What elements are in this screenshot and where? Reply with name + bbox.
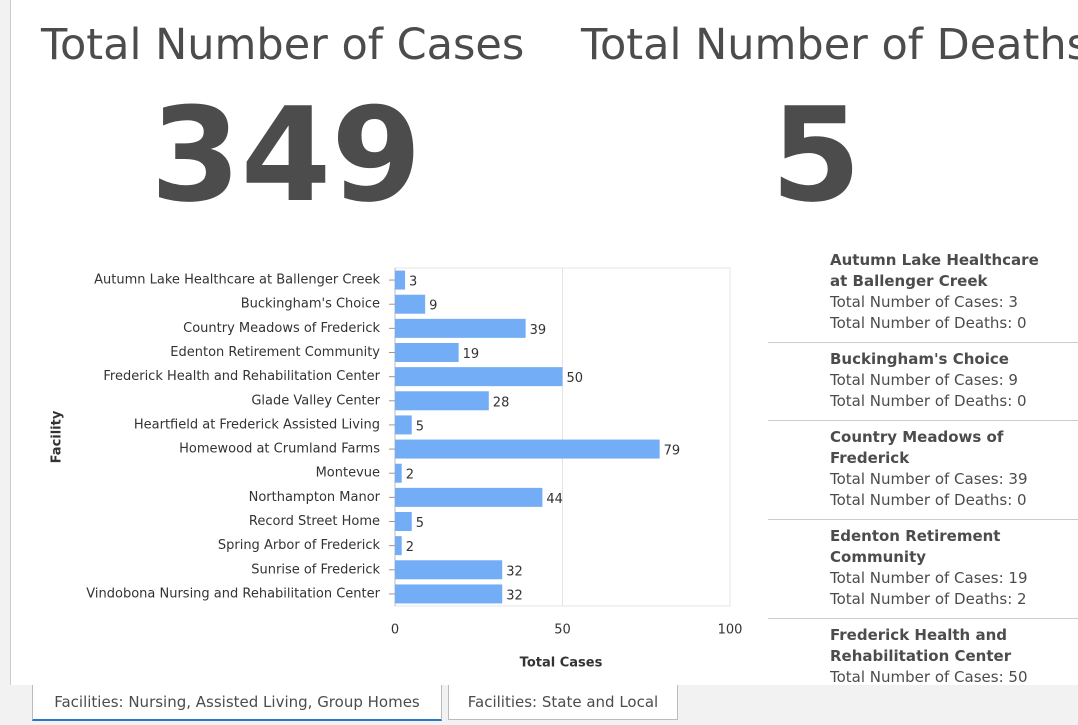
- facility-name: Edenton Retirement Community: [830, 527, 1001, 566]
- y-tick-label: Buckingham's Choice: [241, 297, 380, 312]
- facility-list: Autumn Lake Healthcare at Ballenger Cree…: [768, 244, 1078, 685]
- y-tick-label: Spring Arbor of Frederick: [218, 538, 381, 553]
- cases-text: Total Number of Cases: 9: [830, 371, 1018, 389]
- cases-text: Total Number of Cases: 19: [830, 569, 1028, 587]
- data-label: 19: [463, 347, 480, 362]
- y-tick-label: Homewood at Crumland Farms: [179, 442, 380, 457]
- dashboard-panel: Total Number of Cases 349 Total Number o…: [10, 0, 1078, 685]
- bar: [395, 294, 426, 314]
- data-label: 28: [493, 395, 510, 410]
- bar: [395, 463, 402, 483]
- indicator-value: 349: [150, 79, 422, 231]
- list-item[interactable]: Autumn Lake Healthcare at Ballenger Cree…: [768, 244, 1078, 343]
- x-axis-title: Total Cases: [520, 656, 603, 671]
- data-label: 2: [406, 468, 414, 483]
- bar: [395, 560, 503, 580]
- deaths-text: Total Number of Deaths: 0: [830, 392, 1027, 410]
- indicator-title: Total Number of Cases: [41, 20, 525, 70]
- facility-name: Country Meadows of Frederick: [830, 428, 1004, 467]
- bar: [395, 318, 526, 338]
- y-tick-label: Country Meadows of Frederick: [183, 321, 380, 336]
- list-item[interactable]: Country Meadows of Frederick Total Number…: [768, 421, 1078, 520]
- y-tick-label: Montevue: [316, 466, 380, 481]
- y-tick-label: Frederick Health and Rehabilitation Cent…: [103, 369, 380, 384]
- data-label: 44: [546, 492, 563, 507]
- bar: [395, 487, 543, 507]
- deaths-text: Total Number of Deaths: 0: [830, 314, 1027, 332]
- y-tick-label: Edenton Retirement Community: [170, 345, 380, 360]
- data-label: 3: [409, 275, 417, 290]
- deaths-text: Total Number of Deaths: 0: [830, 491, 1027, 509]
- tab[interactable]: Facilities: Nursing, Assisted Living, Gr…: [32, 685, 442, 721]
- data-label: 79: [664, 444, 681, 459]
- x-tick-label: 100: [718, 623, 743, 638]
- deaths-text: Total Number of Deaths: 2: [830, 590, 1027, 608]
- bar: [395, 343, 459, 362]
- list-item[interactable]: Frederick Health and Rehabilitation Cent…: [768, 619, 1078, 685]
- bar: [395, 512, 412, 531]
- cases-text: Total Number of Cases: 50: [830, 668, 1028, 685]
- data-label: 32: [506, 588, 523, 603]
- y-tick-label: Glade Valley Center: [251, 393, 380, 408]
- data-label: 9: [429, 299, 437, 314]
- bar: [395, 415, 412, 435]
- bar: [395, 536, 402, 556]
- data-label: 2: [406, 540, 414, 555]
- facility-name: Buckingham's Choice: [830, 350, 1009, 368]
- bar-chart: Total Cases Facility 0 50 100 Autumn Lake H…: [50, 267, 743, 671]
- bar: [395, 439, 660, 459]
- cases-text: Total Number of Cases: 39: [830, 470, 1028, 488]
- bar: [395, 367, 563, 387]
- facility-name: Frederick Health and Rehabilitation Cent…: [830, 626, 1012, 665]
- y-tick-label: Sunrise of Frederick: [251, 562, 380, 577]
- bar: [395, 391, 489, 411]
- data-label: 5: [416, 516, 424, 531]
- x-tick-label: 50: [554, 623, 571, 638]
- list-item[interactable]: Edenton Retirement Community Total Number…: [768, 520, 1078, 619]
- tab-bar: Facilities: Nursing, Assisted Living, Gr…: [0, 685, 1078, 725]
- indicator-value: 5: [770, 79, 862, 231]
- data-label: 5: [416, 419, 424, 434]
- data-label: 32: [506, 564, 523, 579]
- y-tick-label: Vindobona Nursing and Rehabilitation Cen…: [86, 586, 380, 601]
- y-axis-title: Facility: [50, 410, 65, 463]
- y-tick-label: Record Street Home: [249, 514, 380, 529]
- y-tick-label: Northampton Manor: [249, 490, 381, 505]
- cases-text: Total Number of Cases: 3: [830, 293, 1018, 311]
- data-label: 39: [530, 323, 547, 338]
- bar: [395, 584, 503, 604]
- data-label: 50: [567, 371, 584, 386]
- bar: [395, 270, 406, 290]
- y-tick-label: Heartfield at Frederick Assisted Living: [134, 417, 380, 432]
- y-tick-label: Autumn Lake Healthcare at Ballenger Cree…: [94, 273, 380, 288]
- list-item[interactable]: Buckingham's Choice Total Number of Cases…: [768, 343, 1078, 421]
- tab[interactable]: Facilities: State and Local: [448, 685, 678, 720]
- x-tick-label: 0: [391, 623, 399, 638]
- facility-name: Autumn Lake Healthcare at Ballenger Cree…: [830, 251, 1039, 290]
- indicator-title: Total Number of Deaths: [581, 20, 1078, 70]
